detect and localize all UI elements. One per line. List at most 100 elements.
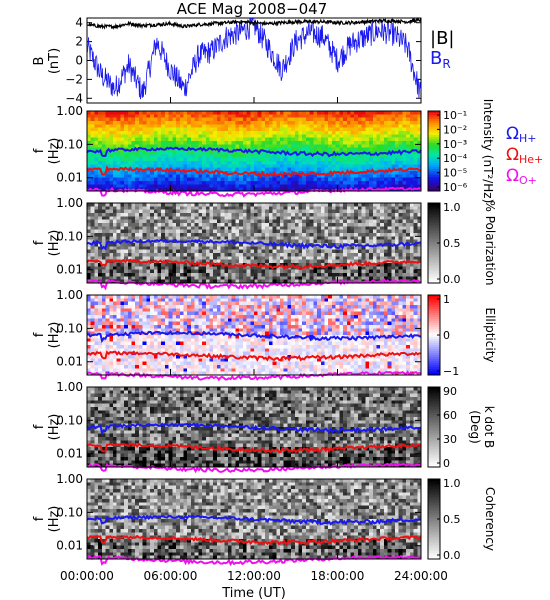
spectrogram-cell [224, 298, 229, 303]
spectrogram-cell [413, 144, 418, 149]
spectrogram-cell [250, 206, 255, 211]
spectrogram-cell [109, 144, 114, 149]
spectrogram-cell [257, 246, 262, 251]
spectrogram-cell [369, 181, 374, 185]
spectrogram-cell [213, 151, 218, 155]
spectrogram-cell [187, 226, 192, 231]
spectrogram-cell [190, 127, 196, 132]
spectrogram-cell [283, 279, 288, 284]
spectrogram-cell [98, 305, 103, 309]
spectrogram-cell [176, 171, 181, 175]
spectrogram-cell [343, 236, 348, 241]
spectrogram-cell [268, 117, 274, 122]
spectrogram-cell [250, 276, 255, 281]
spectrogram-cell [261, 124, 266, 129]
spectrogram-cell [220, 154, 225, 159]
spectrogram-cell [387, 273, 392, 277]
spectrogram-cell [172, 236, 177, 241]
spectrogram-cell [109, 206, 114, 211]
spectrogram-cell [216, 233, 222, 237]
spectrogram-cell [138, 154, 144, 159]
spectrogram-cell [320, 206, 326, 211]
spectrogram-cell [127, 209, 133, 214]
spectrogram-cell [298, 276, 303, 281]
spectrogram-cell [246, 131, 251, 135]
spectrogram-cell [272, 203, 277, 207]
spectrogram-cell [161, 308, 166, 313]
spectrogram-cell [387, 233, 392, 237]
spectrogram-cell [383, 223, 389, 227]
spectrogram-cell [216, 161, 222, 165]
spectrogram-cell [120, 233, 125, 237]
spectrogram-cell [283, 117, 288, 122]
spectrogram-cell [146, 141, 151, 145]
spectrogram-cell [380, 226, 385, 231]
spectrogram-cell [228, 295, 233, 299]
spectrogram-cell [313, 174, 318, 179]
spectrogram-cell [198, 161, 203, 165]
spectrogram-cell [398, 206, 403, 211]
spectrogram-cell [112, 269, 118, 274]
spectrogram-cell [331, 269, 337, 274]
colorbar-tick-label: 10⁻³ [443, 138, 467, 151]
spectrogram-cell [242, 134, 248, 139]
spectrogram-cell [187, 131, 192, 135]
spectrogram-cell [138, 298, 144, 303]
spectrogram-cell [164, 269, 170, 274]
spectrogram-cell [309, 137, 314, 142]
spectrogram-cell [105, 121, 110, 125]
spectrogram-cell [331, 177, 337, 182]
spectrogram-cell [131, 117, 136, 122]
spectrogram-cell [94, 266, 99, 271]
spectrogram-cell [138, 203, 144, 207]
colorbar-cell [428, 271, 440, 274]
spectrogram-cell [153, 111, 159, 115]
spectrogram-cell [131, 134, 136, 139]
spectrogram-cell [150, 216, 155, 221]
spectrogram-cell [276, 147, 281, 152]
spectrogram-cell [335, 223, 340, 227]
spectrogram-cell [361, 154, 366, 159]
spectrogram-cell [153, 236, 159, 241]
spectrogram-cell [235, 249, 240, 254]
spectrogram-cell [224, 164, 229, 169]
spectrogram-cell [317, 127, 322, 132]
spectrogram-cell [409, 161, 415, 165]
spectrogram-cell [213, 216, 218, 221]
spectrogram-cell [283, 187, 288, 192]
spectrogram-cell [142, 141, 147, 145]
spectrogram-cell [220, 141, 225, 145]
spectrogram-cell [179, 229, 184, 234]
spectrogram-cell [361, 266, 366, 271]
spectrogram-cell [291, 305, 296, 309]
spectrogram-cell [287, 233, 292, 237]
spectrogram-cell [250, 161, 255, 165]
spectrogram-cell [202, 226, 207, 231]
spectrogram-cell [335, 259, 340, 264]
spectrogram-cell [120, 206, 125, 211]
spectrogram-cell [105, 157, 110, 162]
spectrogram-cell [90, 219, 95, 224]
spectrogram-cell [205, 177, 210, 182]
spectrogram-cell [239, 171, 244, 175]
spectrogram-cell [205, 276, 210, 281]
spectrogram-cell [339, 213, 344, 217]
spectrogram-cell [127, 266, 133, 271]
spectrogram-cell [142, 171, 147, 175]
spectrogram-cell [105, 269, 110, 274]
spectrogram-cell [276, 249, 281, 254]
spectrogram-cell [150, 305, 155, 309]
spectrogram-cell [387, 131, 392, 135]
spectrogram-cell [324, 249, 329, 254]
spectrogram-cell [187, 184, 192, 189]
spectrogram-cell [383, 266, 389, 271]
spectrogram-cell [272, 134, 277, 139]
spectrogram-cell [157, 141, 162, 145]
spectrogram-cell [313, 167, 318, 172]
spectrogram-cell [198, 184, 203, 189]
spectrogram-cell [112, 111, 118, 115]
spectrogram-cell [305, 239, 311, 244]
spectrogram-cell [402, 144, 407, 149]
spectrogram-cell [324, 239, 329, 244]
